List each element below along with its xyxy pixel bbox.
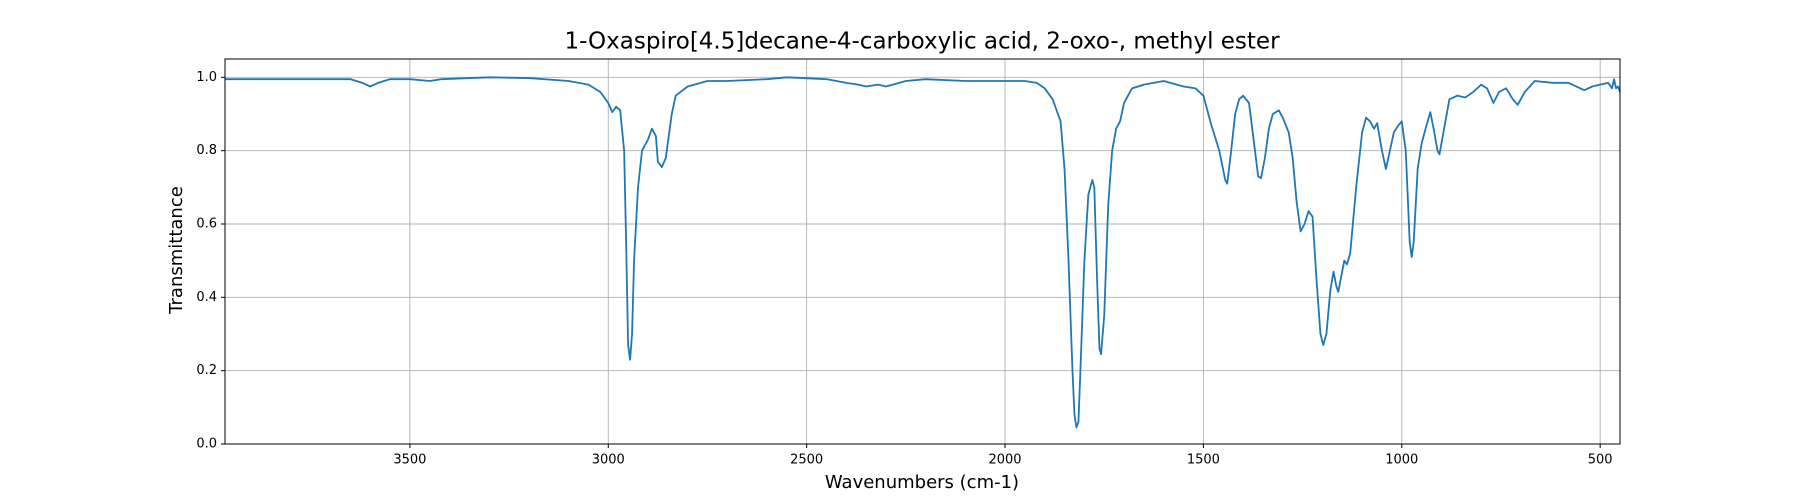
x-tick-label: 2500 (790, 453, 823, 468)
y-tick-label: 0.2 (196, 363, 217, 378)
chart-title: 1-Oxaspiro[4.5]decane-4-carboxylic acid,… (564, 29, 1280, 55)
spectrum-line (225, 76, 1621, 429)
y-tick-label: 0.8 (196, 143, 217, 158)
plot-frame (224, 58, 1621, 445)
x-tick-label: 1000 (1385, 453, 1418, 468)
y-tick-label: 0.6 (196, 217, 217, 232)
x-tick-label: 1500 (1187, 453, 1220, 468)
x-axis-label: Wavenumbers (cm-1) (825, 472, 1019, 493)
y-axis-label: Transmittance (166, 186, 187, 315)
y-tick-label: 0.0 (196, 437, 217, 452)
y-tick-label: 1.0 (196, 70, 217, 85)
y-tick-label: 0.4 (196, 290, 217, 305)
x-tick-label: 3500 (393, 453, 426, 468)
x-tick-label: 3000 (592, 453, 625, 468)
x-tick-label: 500 (1588, 453, 1613, 468)
x-tick-label: 2000 (988, 453, 1021, 468)
